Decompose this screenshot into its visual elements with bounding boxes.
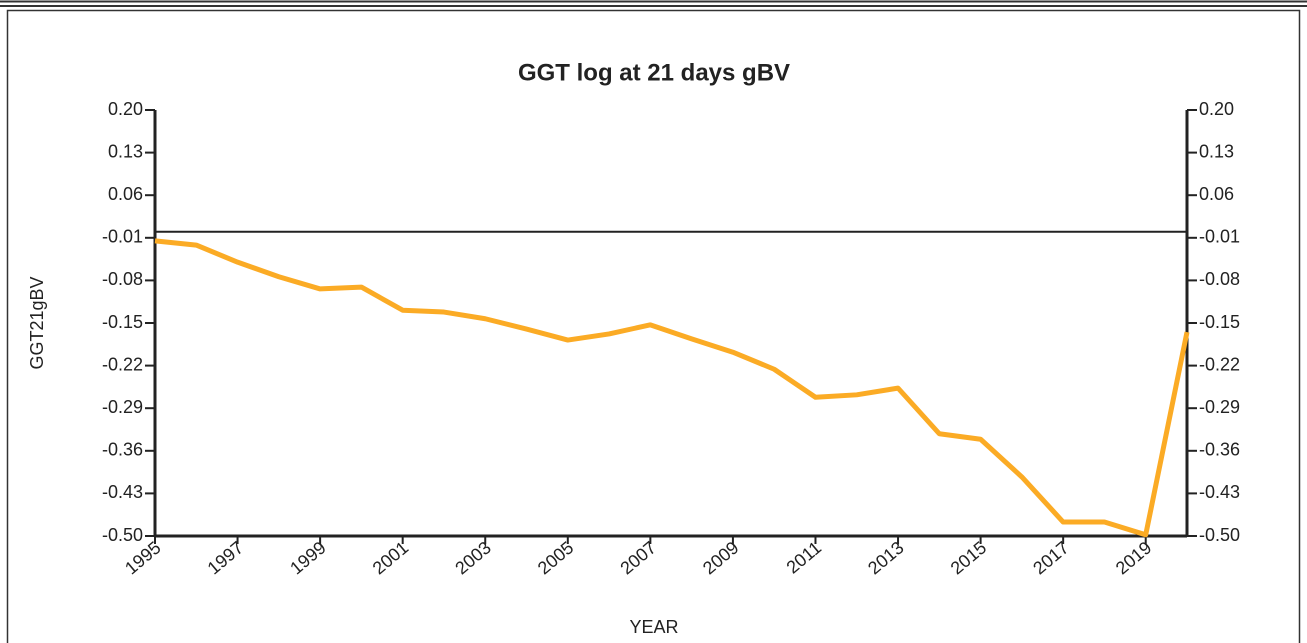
x-tick-label: 2017	[1029, 537, 1073, 578]
y-tick-label: 0.06	[108, 184, 143, 204]
data-line	[154, 238, 1190, 538]
y2-tick-label: -0.01	[1199, 227, 1240, 247]
x-tick-label: 2001	[369, 537, 413, 578]
y2-tick-label: -0.08	[1199, 269, 1240, 289]
x-tick-label: 1999	[286, 537, 330, 578]
y-tick-label: -0.01	[102, 227, 143, 247]
x-tick-label: 2015	[947, 537, 991, 578]
y-tick-label: -0.50	[102, 525, 143, 545]
y2-tick-label: 0.20	[1199, 99, 1234, 119]
y2-tick-label: -0.15	[1199, 312, 1240, 332]
x-tick-label: 1997	[204, 537, 248, 578]
x-tick-label: 2019	[1112, 537, 1156, 578]
x-tick-label: 2005	[534, 537, 578, 578]
x-axis-label: YEAR	[629, 617, 678, 637]
y2-tick-label: -0.22	[1199, 354, 1240, 374]
y2-tick-label: -0.50	[1199, 525, 1240, 545]
y-tick-label: -0.43	[102, 482, 143, 502]
y-tick-label: 0.13	[108, 141, 143, 161]
y2-tick-label: -0.36	[1199, 440, 1240, 460]
x-tick-label: 2011	[783, 537, 826, 577]
y2-tick-label: 0.06	[1199, 184, 1234, 204]
y-tick-label: 0.20	[108, 99, 143, 119]
chart-title: GGT log at 21 days gBV	[518, 59, 790, 86]
y-tick-label: -0.22	[102, 354, 143, 374]
y-axis-label: GGT21gBV	[27, 276, 47, 369]
x-tick-label: 2003	[451, 537, 495, 578]
y-tick-label: -0.29	[102, 397, 143, 417]
y2-tick-label: -0.43	[1199, 482, 1240, 502]
x-tick-label: 2009	[699, 537, 743, 578]
y-tick-label: -0.15	[102, 312, 143, 332]
y-tick-label: -0.36	[102, 440, 143, 460]
y2-tick-label: 0.13	[1199, 141, 1234, 161]
y-tick-label: -0.08	[102, 269, 143, 289]
x-tick-label: 2007	[616, 537, 660, 578]
frame	[6, 9, 1301, 643]
x-tick-label: 2013	[864, 537, 908, 578]
y2-tick-label: -0.29	[1199, 397, 1240, 417]
